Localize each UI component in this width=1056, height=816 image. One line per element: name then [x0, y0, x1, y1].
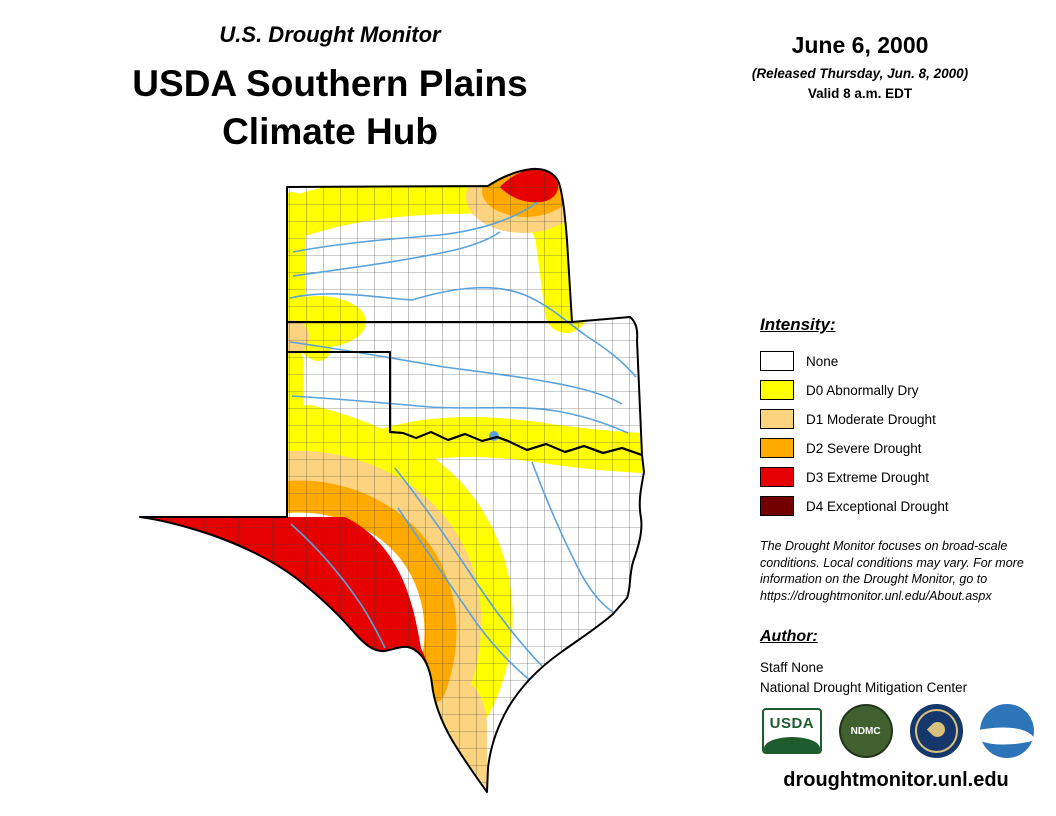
footer-url: droughtmonitor.unl.edu: [783, 769, 1009, 791]
legend-swatch-d3: [760, 467, 794, 487]
legend-item-d3: D3 Extreme Drought: [760, 467, 949, 487]
legend-label: D2 Severe Drought: [806, 440, 922, 456]
state-kansas: [286, 167, 573, 323]
legend-label: D4 Exceptional Drought: [806, 498, 949, 514]
rivers: [289, 201, 637, 683]
legend-swatch-d1: [760, 409, 794, 429]
legend-item-d2: D2 Severe Drought: [760, 438, 949, 458]
author-block: Author: Staff None National Drought Miti…: [760, 628, 967, 697]
release-date: (Released Thursday, Jun. 8, 2000): [751, 66, 969, 81]
drought-map: [139, 167, 645, 793]
usda-logo-text: USDA: [769, 715, 815, 732]
author-name: Staff None: [760, 660, 824, 675]
map-date: June 6, 2000: [791, 32, 929, 58]
legend-swatch-none: [760, 351, 794, 371]
legend-item-d1: D1 Moderate Drought: [760, 409, 949, 429]
legend-item-none: None: [760, 351, 949, 371]
legend-label: D3 Extreme Drought: [806, 469, 930, 485]
author-heading: Author:: [760, 628, 818, 645]
date-block: June 6, 2000 (Released Thursday, Jun. 8,…: [730, 32, 990, 101]
noaa-logo: [980, 704, 1034, 758]
ndmc-logo: NDMC: [838, 704, 893, 758]
legend-swatch-d2: [760, 438, 794, 458]
usda-logo: USDA: [762, 708, 822, 754]
legend-item-d0: D0 Abnormally Dry: [760, 380, 949, 400]
legend-item-d4: D4 Exceptional Drought: [760, 496, 949, 516]
valid-time: Valid 8 a.m. EDT: [807, 86, 913, 101]
commerce-seal-logo: [909, 704, 964, 758]
intensity-legend: Intensity: None D0 Abnormally Dry D1 Mod…: [760, 315, 949, 525]
title-block: U.S. Drought Monitor USDA Southern Plain…: [55, 22, 605, 156]
disclaimer-text: The Drought Monitor focuses on broad-sca…: [760, 539, 1024, 603]
program-title: U.S. Drought Monitor: [219, 22, 441, 47]
usda-logo-swoosh: [764, 737, 820, 752]
state-borders: [139, 167, 645, 793]
legend-label: None: [806, 353, 839, 369]
state-texas: [139, 351, 645, 793]
region-title-line2: Climate Hub: [222, 111, 438, 153]
legend-title: Intensity:: [760, 315, 836, 334]
author-org: National Drought Mitigation Center: [760, 679, 968, 695]
region-title-line1: USDA Southern Plains: [132, 63, 528, 104]
legend-swatch-d0: [760, 380, 794, 400]
ndmc-logo-text: NDMC: [850, 725, 881, 737]
legend-swatch-d4: [760, 496, 794, 516]
legend-label: D0 Abnormally Dry: [806, 382, 919, 398]
map-fill-layers: [140, 168, 644, 792]
county-boundaries: [140, 168, 644, 792]
legend-label: D1 Moderate Drought: [806, 411, 936, 427]
logo-row: USDA NDMC: [762, 704, 1034, 758]
